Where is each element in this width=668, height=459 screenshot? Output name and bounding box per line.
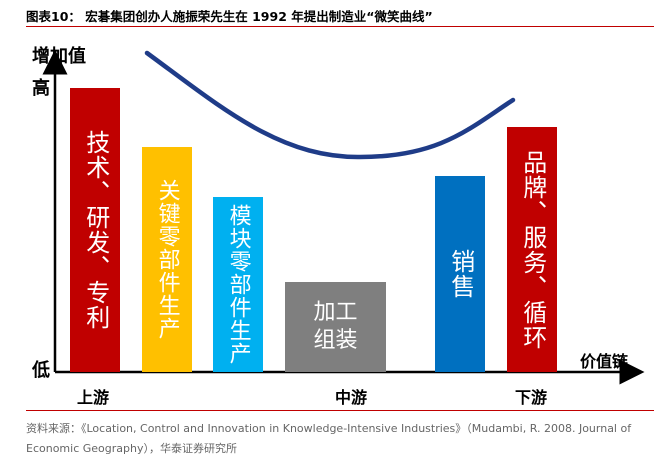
bar-assembly-label-line2: 组装 [313, 328, 358, 353]
y-axis-high-label: 高 [32, 78, 50, 99]
bar-rd-patent: 技术、研发、专利 [70, 88, 120, 372]
bar-rd-patent-label: 技术、研发、专利 [81, 130, 110, 330]
bar-sales-label: 销售 [446, 249, 475, 299]
figure-title: 图表10： 宏碁集团创办人施振荣先生在 1992 年提出制造业“微笑曲线” [26, 9, 433, 24]
bar-brand-service: 品牌、服务、循环 [507, 127, 557, 372]
source-rule [26, 410, 654, 411]
bar-sales: 销售 [435, 176, 485, 372]
bar-key-components: 关键零部件生产 [142, 147, 192, 372]
source-prefix: 资料来源： [26, 422, 81, 435]
title-rule [26, 26, 654, 27]
x-label-upstream: 上游 [77, 388, 110, 407]
bar-assembly-label-line1: 加工 [313, 300, 358, 325]
y-axis-low-label: 低 [32, 360, 50, 381]
bar-assembly: 加工 组装 [285, 282, 386, 372]
source-text: 《Location, Control and Innovation in Kno… [26, 422, 632, 455]
bar-brand-service-label: 品牌、服务、循环 [518, 149, 547, 350]
bar-module-components: 模块零部件生产 [213, 197, 263, 372]
x-label-midstream: 中游 [335, 388, 368, 407]
x-axis-title: 价值链 [580, 352, 629, 371]
bar-key-components-label: 关键零部件生产 [154, 179, 180, 340]
smile-curve [144, 50, 516, 160]
bar-module-components-label: 模块零部件生产 [225, 204, 251, 365]
source-note: 资料来源：《Location, Control and Innovation i… [26, 419, 658, 459]
x-label-downstream: 下游 [515, 388, 548, 407]
